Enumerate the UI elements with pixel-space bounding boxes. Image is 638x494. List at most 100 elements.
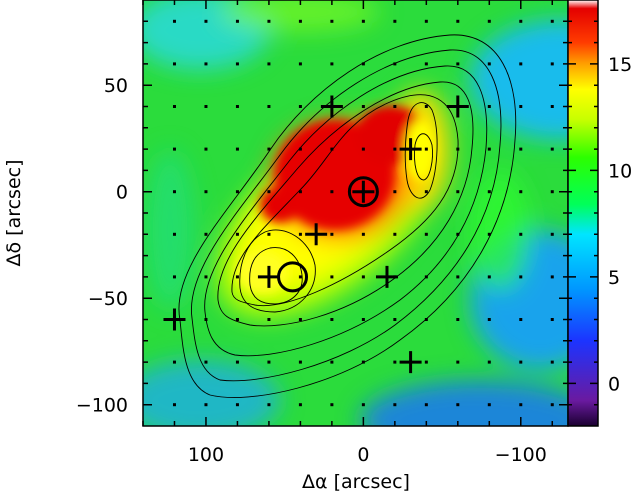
grid-dot: [267, 232, 271, 236]
grid-dot: [172, 62, 176, 66]
grid-dot: [519, 275, 523, 279]
y-tick-label: 0: [116, 182, 128, 204]
grid-dot: [550, 62, 554, 66]
grid-dot: [172, 105, 176, 108]
grid-dot: [361, 360, 365, 364]
grid-dot: [519, 62, 523, 66]
y-axis-label: Δδ [arcsec]: [3, 159, 25, 266]
colorbar-ticks: [568, 20, 598, 406]
grid-dot: [550, 403, 554, 407]
grid-dot: [298, 190, 302, 194]
grid-dot: [204, 275, 208, 279]
grid-dot: [519, 105, 523, 108]
cross-marker: [352, 180, 375, 203]
grid-dot: [361, 275, 365, 279]
grid-dot: [172, 147, 176, 151]
grid-dot: [487, 275, 491, 279]
grid-dot: [204, 105, 208, 108]
colorbar-tick-label: 0: [608, 373, 620, 395]
grid-dot: [235, 360, 239, 364]
grid-dot: [487, 190, 491, 194]
grid-dot: [519, 19, 523, 23]
grid-dot: [393, 360, 397, 364]
cross-marker: [163, 308, 186, 331]
grid-dot: [550, 147, 554, 151]
circle-marker: [347, 176, 379, 208]
colorbar-tick-label: 5: [608, 267, 620, 289]
x-tick-label: 100: [188, 444, 224, 466]
grid-dot: [204, 318, 208, 321]
x-tick-label: −100: [495, 444, 547, 466]
grid-dot: [204, 190, 208, 194]
grid-dot: [519, 190, 523, 194]
grid-dot: [298, 275, 302, 279]
grid-dot: [330, 318, 334, 321]
grid-dot: [393, 190, 397, 194]
y-tick-label: −50: [88, 288, 128, 310]
y-tick-label: 50: [104, 75, 128, 97]
grid-dot: [519, 360, 523, 364]
grid-dot: [267, 147, 271, 151]
grid-dot: [456, 403, 460, 407]
grid-dot: [267, 318, 271, 321]
colorbar: [568, 0, 598, 426]
grid-dot: [393, 19, 397, 23]
grid-dot: [456, 147, 460, 151]
cross-marker: [399, 351, 422, 374]
grid-dot: [235, 403, 239, 407]
grid-dot: [172, 232, 176, 236]
grid-dot: [235, 147, 239, 151]
grid-dot: [361, 62, 365, 66]
grid-dot: [330, 19, 334, 23]
grid-dot: [550, 190, 554, 194]
colorbar-tick-label: 10: [608, 160, 632, 182]
grid-dot: [456, 190, 460, 194]
grid-dot: [204, 147, 208, 151]
x-axis-label: Δα [arcsec]: [302, 471, 410, 493]
grid-dot: [267, 19, 271, 23]
grid-dot: [361, 232, 365, 236]
grid-dot: [393, 318, 397, 321]
cross-marker: [320, 95, 343, 118]
grid-dot: [424, 275, 428, 279]
grid-dot: [330, 62, 334, 66]
grid-dot: [424, 403, 428, 407]
circle-marker: [277, 261, 309, 293]
grid-dot: [330, 403, 334, 407]
colorbar-tick-label: 15: [608, 54, 632, 76]
grid-dot: [550, 318, 554, 321]
grid-dot: [235, 275, 239, 279]
grid-dot: [456, 19, 460, 23]
grid-dot: [330, 360, 334, 364]
grid-dot: [172, 360, 176, 364]
axis-ticks: [142, 0, 568, 426]
grid-dot: [361, 19, 365, 23]
grid-dot: [550, 232, 554, 236]
axis-tick-labels: 100 0 −100 50 0 −50 −100: [76, 75, 547, 466]
cross-marker: [446, 95, 469, 118]
grid-dot: [298, 403, 302, 407]
cross-marker: [399, 138, 422, 161]
grid-dot: [267, 403, 271, 407]
cross-marker: [257, 265, 280, 288]
grid-dot: [235, 105, 239, 108]
grid-dot: [456, 275, 460, 279]
grid-dot: [235, 190, 239, 194]
grid-dot: [519, 403, 523, 407]
grid-dot: [424, 360, 428, 364]
x-tick-label: 0: [357, 444, 369, 466]
grid-dot: [487, 403, 491, 407]
grid-dot: [330, 275, 334, 279]
colorbar-tick-labels: 15 10 5 0: [608, 54, 632, 395]
grid-dot: [424, 190, 428, 194]
grid-dot: [487, 62, 491, 66]
grid-dot: [519, 232, 523, 236]
cross-marker: [375, 265, 398, 288]
grid-dot: [204, 403, 208, 407]
grid-dot: [204, 19, 208, 23]
grid-dot: [298, 147, 302, 151]
grid-dot: [550, 19, 554, 23]
grid-dot: [393, 232, 397, 236]
grid-dot: [267, 360, 271, 364]
